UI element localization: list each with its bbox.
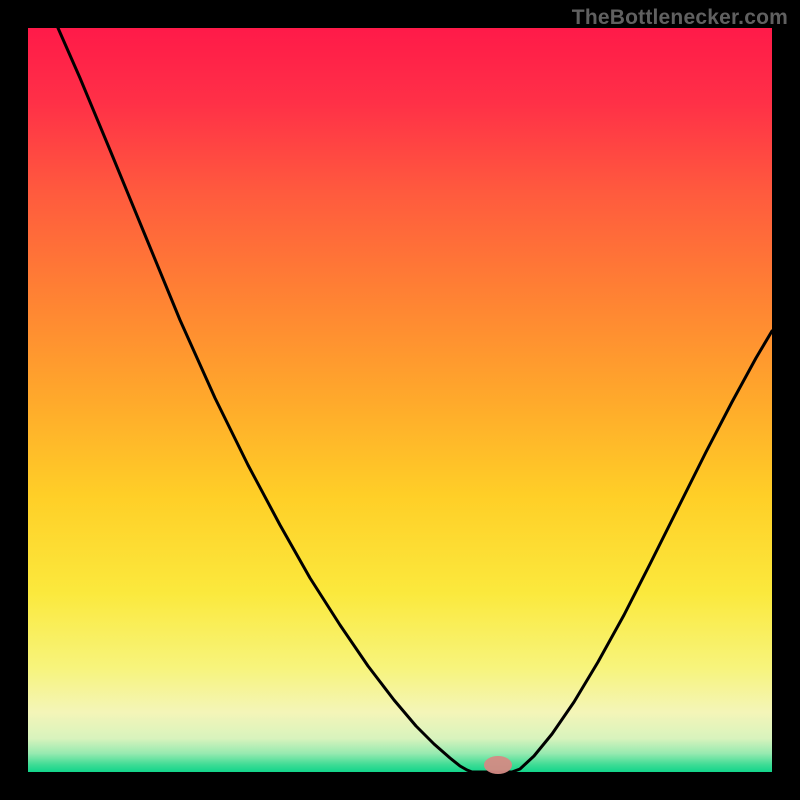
watermark-text: TheBottlenecker.com xyxy=(572,6,788,30)
chart-background xyxy=(28,28,772,772)
minimum-marker xyxy=(484,756,512,774)
chart-root: TheBottlenecker.com xyxy=(0,0,800,800)
chart-svg xyxy=(0,0,800,800)
